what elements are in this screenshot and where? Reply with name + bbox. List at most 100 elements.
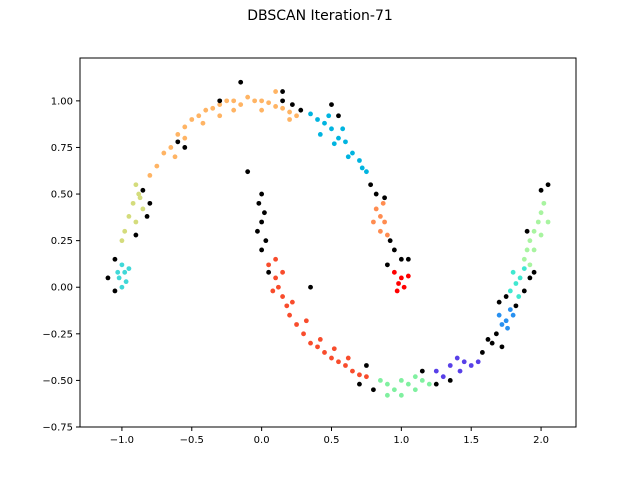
data-point	[521, 266, 527, 271]
cluster-10	[507, 266, 527, 299]
data-point	[440, 374, 446, 380]
data-point	[496, 299, 502, 305]
data-point	[343, 139, 348, 145]
data-point	[479, 350, 485, 355]
data-point	[203, 107, 209, 113]
data-point	[336, 113, 341, 119]
data-point	[336, 359, 341, 365]
y-tick-label: 0.50	[51, 190, 73, 201]
data-point	[489, 340, 495, 346]
data-point	[545, 182, 551, 188]
data-point	[535, 219, 541, 225]
data-point	[377, 214, 383, 219]
data-points	[105, 79, 551, 398]
data-point	[527, 275, 533, 281]
data-point	[371, 387, 376, 393]
data-point	[384, 232, 390, 238]
data-point	[119, 262, 125, 268]
data-point	[175, 139, 181, 145]
data-point	[398, 378, 404, 383]
data-point	[217, 98, 223, 104]
data-point	[303, 318, 309, 324]
data-point	[289, 299, 295, 305]
data-point	[485, 337, 491, 342]
data-point	[426, 381, 432, 387]
data-point	[461, 359, 467, 365]
cluster-0	[147, 89, 299, 178]
data-point	[405, 381, 411, 387]
cluster-4	[371, 200, 390, 238]
data-point	[280, 269, 285, 275]
data-point	[308, 340, 313, 346]
data-point	[503, 318, 509, 324]
data-point	[298, 107, 304, 113]
cluster-3	[115, 262, 132, 290]
data-point	[401, 284, 407, 290]
data-point	[122, 269, 128, 275]
data-point	[541, 200, 547, 206]
data-point	[147, 173, 153, 178]
chart-title: DBSCAN Iteration-71	[247, 8, 393, 24]
data-point	[538, 187, 544, 193]
data-point	[340, 126, 346, 132]
data-point	[336, 135, 341, 141]
data-point	[391, 269, 397, 275]
data-point	[371, 219, 376, 225]
data-point	[245, 94, 251, 100]
data-point	[289, 102, 295, 107]
data-point	[359, 165, 365, 171]
y-tick-label: −0.25	[42, 329, 73, 340]
data-point	[468, 363, 474, 368]
data-point	[273, 104, 279, 109]
data-point	[493, 331, 499, 337]
data-point	[380, 200, 386, 206]
data-point	[475, 359, 481, 365]
data-point	[238, 102, 244, 107]
cluster-2	[119, 182, 146, 244]
data-point	[259, 247, 265, 253]
x-tick-label: −1.0	[110, 435, 134, 446]
data-point	[172, 154, 178, 160]
data-point	[130, 200, 136, 206]
data-point	[329, 102, 334, 107]
x-tick-label: 0.5	[324, 435, 340, 446]
data-point	[255, 228, 260, 234]
data-point	[294, 322, 299, 327]
data-point	[524, 228, 530, 234]
data-point	[322, 350, 327, 355]
y-tick-label: 0.25	[51, 236, 73, 247]
data-point	[168, 145, 174, 150]
data-point	[377, 228, 383, 234]
data-point	[350, 368, 355, 374]
data-point	[245, 169, 251, 175]
data-point	[119, 238, 125, 244]
data-point	[384, 392, 390, 398]
data-point	[391, 387, 397, 393]
data-point	[412, 374, 418, 380]
data-point	[396, 281, 401, 286]
data-point	[266, 100, 272, 106]
data-point	[503, 294, 509, 299]
data-point	[531, 228, 537, 234]
data-point	[317, 337, 323, 342]
cluster-6	[266, 256, 369, 380]
data-point	[447, 378, 453, 383]
y-tick-label: −0.75	[42, 423, 73, 434]
data-point	[308, 111, 313, 117]
data-point	[136, 191, 142, 197]
data-point	[496, 312, 502, 318]
data-point	[287, 117, 292, 122]
data-point	[343, 363, 348, 368]
y-axis: −0.75 −0.50 −0.25 0.00 0.25 0.50 0.75 1.00	[42, 96, 80, 434]
cluster-9	[496, 307, 516, 331]
data-point	[154, 163, 160, 169]
data-point	[345, 154, 351, 160]
data-point	[433, 381, 439, 387]
x-axis: −1.0 −0.5 0.0 0.5 1.0 1.5 2.0	[110, 427, 549, 446]
data-point	[280, 89, 285, 94]
data-point	[123, 279, 129, 285]
data-point	[217, 102, 223, 107]
y-tick-label: 1.00	[51, 96, 73, 107]
